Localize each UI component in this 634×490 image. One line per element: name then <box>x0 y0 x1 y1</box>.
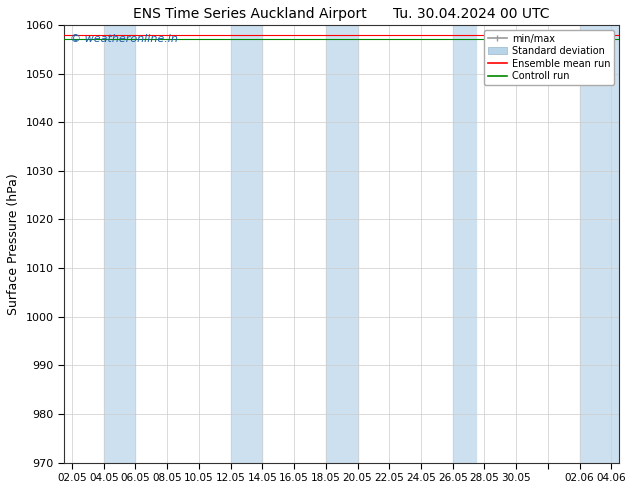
Bar <box>326 25 358 463</box>
Bar <box>453 25 477 463</box>
Title: ENS Time Series Auckland Airport      Tu. 30.04.2024 00 UTC: ENS Time Series Auckland Airport Tu. 30.… <box>133 7 550 21</box>
Bar <box>231 25 262 463</box>
Bar <box>104 25 136 463</box>
Text: © weatheronline.in: © weatheronline.in <box>70 34 178 44</box>
Y-axis label: Surface Pressure (hPa): Surface Pressure (hPa) <box>7 173 20 315</box>
Bar <box>579 25 619 463</box>
Legend: min/max, Standard deviation, Ensemble mean run, Controll run: min/max, Standard deviation, Ensemble me… <box>484 30 614 85</box>
